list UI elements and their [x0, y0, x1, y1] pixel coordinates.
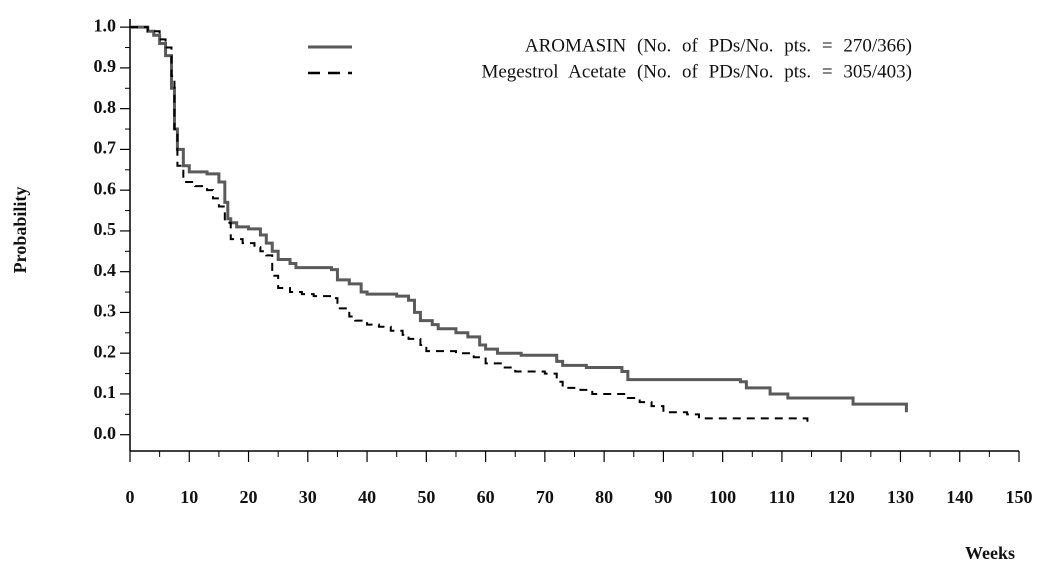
x-tick-label: 0	[126, 487, 135, 507]
y-tick-label: 0.8	[94, 97, 117, 117]
y-tick-label: 0.1	[94, 382, 117, 402]
y-tick-label: 0.4	[94, 260, 117, 280]
survival-line	[130, 26, 809, 425]
x-tick-label: 150	[1006, 487, 1033, 507]
y-tick-label: 0.7	[94, 138, 117, 158]
y-tick-label: 0.9	[94, 56, 117, 76]
x-tick-label: 20	[240, 487, 258, 507]
x-tick-label: 80	[595, 487, 613, 507]
y-tick-label: 1.0	[94, 15, 117, 35]
x-axis-label: Weeks	[965, 543, 1015, 563]
x-tick-label: 120	[828, 487, 855, 507]
x-tick-label: 10	[180, 487, 198, 507]
y-tick-label: 0.6	[94, 178, 117, 198]
x-tick-label: 50	[417, 487, 435, 507]
y-tick-label: 0.0	[94, 423, 117, 443]
x-tick-label: 30	[299, 487, 317, 507]
y-tick-label: 0.5	[94, 219, 117, 239]
y-tick-label: 0.3	[94, 301, 117, 321]
x-tick-label: 70	[536, 487, 554, 507]
x-tick-label: 60	[477, 487, 495, 507]
y-axis-label: Probability	[10, 187, 30, 274]
x-tick-label: 130	[887, 487, 914, 507]
x-tick-label: 100	[709, 487, 736, 507]
x-tick-label: 110	[769, 487, 795, 507]
legend-label: Megestrol Acetate (No. of PDs/No. pts. =…	[481, 61, 912, 82]
x-tick-label: 90	[654, 487, 672, 507]
x-tick-label: 140	[946, 487, 973, 507]
x-tick-label: 40	[358, 487, 376, 507]
legend-label: AROMASIN (No. of PDs/No. pts. = 270/366)	[525, 35, 912, 56]
survival-line	[130, 25, 908, 413]
y-tick-label: 0.2	[94, 341, 117, 361]
